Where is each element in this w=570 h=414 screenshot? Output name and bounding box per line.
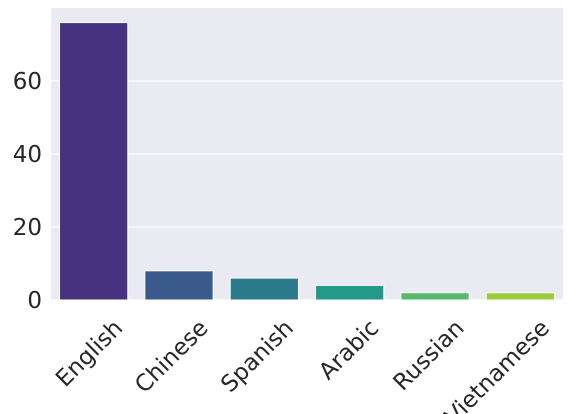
bar-vietnamese bbox=[485, 292, 555, 301]
bars bbox=[59, 22, 555, 301]
y-tick-label: 0 bbox=[27, 288, 42, 314]
y-tick-label: 40 bbox=[13, 142, 42, 168]
bar-spanish bbox=[229, 277, 299, 301]
bar-russian bbox=[400, 292, 470, 301]
y-tick-label: 60 bbox=[13, 69, 42, 95]
bar-english bbox=[59, 22, 129, 301]
bar-chinese bbox=[144, 270, 214, 301]
x-tick-label-english: English bbox=[51, 315, 128, 392]
x-tick-label-spanish: Spanish bbox=[216, 315, 299, 398]
x-tick-label-chinese: Chinese bbox=[130, 315, 213, 398]
x-tick-label-russian: Russian bbox=[389, 315, 470, 396]
x-tick-label-arabic: Arabic bbox=[314, 315, 384, 385]
y-tick-labels: 0 20 40 60 bbox=[13, 69, 42, 314]
y-tick-label: 20 bbox=[13, 215, 42, 241]
x-tick-labels: English Chinese Spanish Arabic RussianVietna… bbox=[51, 315, 555, 414]
bar-arabic bbox=[315, 284, 385, 301]
y-gridlines bbox=[51, 80, 563, 301]
